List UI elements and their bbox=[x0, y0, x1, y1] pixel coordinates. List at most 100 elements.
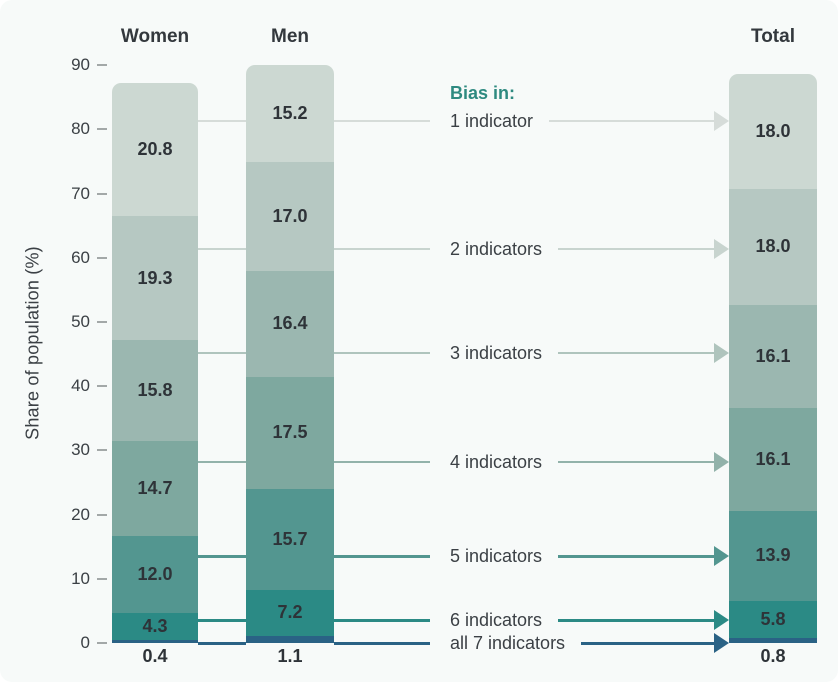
y-axis-label: Share of population (%) bbox=[22, 246, 43, 440]
arrowhead-icon bbox=[714, 343, 729, 363]
bar-segment: 4.3 bbox=[112, 612, 198, 641]
segment-value: 18.0 bbox=[755, 120, 791, 141]
leader-line bbox=[558, 618, 714, 622]
segment-value: 13.9 bbox=[755, 545, 791, 566]
bar-segment: 12.0 bbox=[112, 535, 198, 613]
bar-segment: 16.1 bbox=[729, 304, 817, 408]
y-tick-mark bbox=[97, 128, 107, 131]
y-tick-label: 70 bbox=[71, 183, 90, 203]
leader-line bbox=[198, 618, 246, 622]
bar-total: 18.0 18.0 16.1 16.1 13.9 5.8 bbox=[729, 73, 817, 643]
bar-segment: 14.7 bbox=[112, 441, 198, 536]
y-tick-label: 20 bbox=[71, 504, 90, 524]
segment-value: 17.5 bbox=[272, 422, 308, 443]
bar-men: 15.2 17.0 16.4 17.5 15.7 7.2 bbox=[246, 64, 334, 643]
indicator-row: 2 indicators bbox=[334, 236, 729, 262]
indicator-row: all 7 indicators bbox=[334, 630, 729, 656]
y-tick-mark bbox=[97, 256, 107, 259]
leader-line bbox=[334, 248, 430, 250]
segment-value: 5.8 bbox=[760, 608, 786, 629]
bar-segment: 18.0 bbox=[729, 73, 817, 190]
bar-segment: 13.9 bbox=[729, 511, 817, 601]
segment-value: 16.4 bbox=[272, 313, 308, 334]
segment-value: 15.7 bbox=[272, 528, 308, 549]
bar-segment: 20.8 bbox=[112, 82, 198, 217]
indicator-row: 3 indicators bbox=[334, 340, 729, 366]
arrowhead-icon bbox=[714, 111, 729, 131]
leader-line bbox=[198, 248, 246, 250]
y-tick-label: 10 bbox=[71, 568, 90, 588]
segment-value: 15.8 bbox=[137, 380, 173, 401]
bar-segment: 7.2 bbox=[246, 589, 334, 636]
y-tick-label: 50 bbox=[71, 312, 90, 331]
bar-segment: 18.0 bbox=[729, 189, 817, 305]
leader-line bbox=[198, 461, 246, 463]
indicator-row: 4 indicators bbox=[334, 449, 729, 475]
arrowhead-icon bbox=[714, 610, 729, 630]
leader-line bbox=[558, 461, 714, 463]
indicator-label: 4 indicators bbox=[450, 451, 543, 472]
segment-value: 16.1 bbox=[755, 449, 791, 470]
y-tick-mark bbox=[97, 577, 107, 580]
segment-value: 4.3 bbox=[142, 616, 168, 637]
segment-value: 12.0 bbox=[137, 563, 173, 584]
bar-segment bbox=[729, 637, 817, 643]
segment-value: 18.0 bbox=[755, 236, 791, 257]
bar-segment: 16.1 bbox=[729, 407, 817, 512]
leader-line bbox=[198, 352, 246, 354]
indicator-label: 5 indicators bbox=[450, 545, 543, 566]
leader-line bbox=[334, 618, 430, 622]
indicator-label: all 7 indicators bbox=[450, 632, 566, 653]
leader-line bbox=[549, 120, 714, 122]
leader-line bbox=[198, 554, 246, 558]
segment-value: 17.0 bbox=[272, 206, 308, 227]
segment-value: 16.1 bbox=[755, 345, 791, 366]
leader-line bbox=[581, 641, 714, 645]
segment-value: 7.2 bbox=[277, 602, 303, 623]
bar-segment bbox=[112, 640, 198, 643]
bar-segment: 5.8 bbox=[729, 600, 817, 638]
bar-segment bbox=[246, 635, 334, 643]
y-tick-mark bbox=[97, 385, 107, 388]
indicator-row: 1 indicator bbox=[334, 108, 729, 134]
y-tick-mark bbox=[97, 449, 107, 452]
leader-line bbox=[198, 641, 246, 645]
segment-value: 1.1 bbox=[277, 646, 303, 666]
bar-segment: 16.4 bbox=[246, 271, 334, 377]
y-tick-mark bbox=[97, 321, 107, 323]
arrowhead-icon bbox=[714, 546, 729, 566]
y-tick-mark bbox=[97, 192, 107, 195]
segment-value: 0.8 bbox=[760, 646, 786, 666]
segment-value: 20.8 bbox=[137, 138, 173, 159]
y-tick-label: 60 bbox=[71, 247, 90, 267]
indicator-label: 2 indicators bbox=[450, 238, 543, 259]
y-tick-label: 80 bbox=[71, 119, 90, 139]
bar-segment: 15.8 bbox=[112, 339, 198, 442]
segment-value: 14.7 bbox=[137, 478, 173, 499]
leader-line bbox=[334, 554, 430, 558]
arrowhead-icon bbox=[714, 633, 729, 653]
y-tick-mark bbox=[97, 513, 107, 516]
indicator-row: 5 indicators bbox=[334, 543, 729, 569]
indicator-label: 1 indicator bbox=[450, 110, 534, 131]
column-header-women: Women bbox=[120, 26, 190, 47]
bar-segment: 19.3 bbox=[112, 216, 198, 340]
leader-line bbox=[558, 352, 714, 354]
bar-segment: 17.5 bbox=[246, 376, 334, 489]
y-tick-mark bbox=[97, 64, 107, 67]
indicator-label: 3 indicators bbox=[450, 342, 543, 363]
column-header-men: Men bbox=[271, 26, 309, 47]
indicator-row: 6 indicators bbox=[334, 607, 729, 633]
leader-line bbox=[198, 120, 246, 122]
leader-line bbox=[334, 641, 430, 645]
y-tick-label: 0 bbox=[80, 633, 90, 652]
legend-title: Bias in: bbox=[450, 83, 516, 103]
segment-value: 15.2 bbox=[272, 102, 308, 123]
leader-line bbox=[558, 248, 714, 250]
segment-value: 0.4 bbox=[142, 646, 168, 666]
bar-segment: 15.2 bbox=[246, 64, 334, 163]
bar-segment: 15.7 bbox=[246, 488, 334, 590]
arrowhead-icon bbox=[714, 239, 729, 259]
column-header-total: Total bbox=[751, 26, 795, 47]
